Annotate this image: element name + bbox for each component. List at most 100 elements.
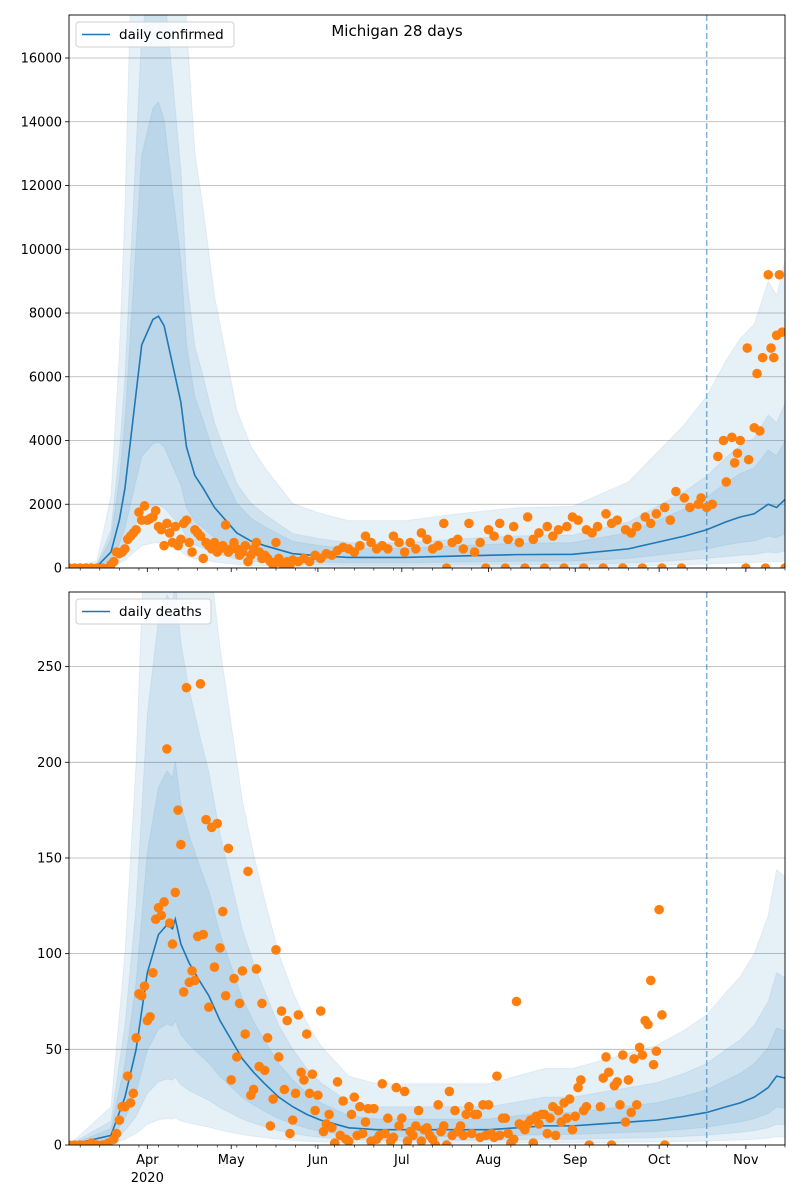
observed-point [360, 531, 371, 541]
observed-point [659, 1140, 670, 1145]
observed-point [626, 1107, 636, 1118]
observed-point [279, 1084, 290, 1095]
observed-point [542, 1128, 553, 1139]
observed-point [450, 1105, 460, 1116]
observed-point [349, 547, 360, 557]
observed-point [576, 1075, 586, 1085]
observed-point [198, 553, 209, 564]
observed-point [466, 1128, 477, 1139]
observed-point [494, 518, 505, 529]
observed-point [528, 1138, 539, 1145]
observed-point [162, 744, 172, 754]
observed-point [176, 534, 186, 545]
observed-point [251, 537, 262, 548]
observed-point [422, 1122, 432, 1133]
observed-point [257, 998, 267, 1009]
observed-point [411, 1121, 421, 1131]
observed-point [645, 518, 656, 529]
observed-point [483, 524, 494, 535]
observed-point [539, 563, 550, 568]
x-tick-label: Apr [136, 1153, 159, 1168]
y-tick-label: 10000 [21, 243, 62, 258]
observed-point [204, 1002, 214, 1013]
x-tick-label: Aug [476, 1153, 501, 1168]
observed-point [332, 1077, 343, 1087]
y-tick-label: 2000 [29, 498, 62, 513]
y-tick-label: 0 [54, 562, 62, 577]
observed-point [774, 269, 785, 280]
observed-point [472, 1109, 483, 1120]
observed-point [615, 1100, 625, 1110]
observed-point [441, 1140, 452, 1145]
y-tick-label: 150 [37, 851, 62, 866]
observed-point [304, 1088, 315, 1099]
observed-point [598, 563, 609, 568]
legend: daily deaths [75, 598, 212, 625]
observed-point [438, 518, 449, 529]
observed-point [195, 531, 206, 541]
observed-point [164, 918, 175, 928]
observed-point [223, 843, 234, 854]
y-tick-label: 12000 [21, 179, 62, 194]
observed-point [534, 1119, 544, 1129]
observed-point [567, 1124, 578, 1135]
observed-point [601, 509, 611, 519]
observed-point [128, 1088, 139, 1099]
x-tick-sublabel: 2020 [131, 1171, 164, 1186]
y-tick-label: 4000 [29, 434, 62, 449]
observed-point [159, 540, 169, 551]
observed-point [676, 563, 687, 568]
legend-label: daily confirmed [119, 27, 224, 43]
observed-point [131, 1033, 141, 1043]
y-tick-label: 100 [37, 947, 62, 962]
observed-point [234, 998, 245, 1009]
observed-point [573, 515, 583, 525]
observed-point [508, 521, 519, 532]
y-tick-label: 6000 [29, 370, 62, 385]
observed-point [755, 426, 765, 436]
observed-point [562, 521, 572, 532]
observed-point [766, 343, 776, 353]
observed-point [581, 1101, 592, 1112]
y-tick-label: 50 [45, 1043, 62, 1058]
observed-point [108, 556, 119, 567]
observed-point [651, 1046, 662, 1057]
observed-point [654, 904, 664, 915]
observed-point [355, 540, 365, 551]
observed-point [522, 512, 533, 522]
observed-point [612, 1077, 622, 1087]
observed-point [229, 973, 239, 984]
observed-point [315, 1006, 326, 1016]
legend-box [75, 598, 212, 625]
observed-point [461, 1109, 471, 1120]
observed-point [760, 563, 771, 568]
observed-point [181, 682, 192, 693]
observed-point [742, 343, 753, 353]
observed-point [562, 1113, 572, 1124]
observed-point [285, 1128, 295, 1139]
observed-point [178, 987, 189, 997]
observed-point [584, 1140, 595, 1145]
observed-point [592, 521, 603, 532]
observed-point [111, 1128, 122, 1139]
observed-point [159, 897, 169, 907]
observed-point [114, 1115, 125, 1125]
observed-point [329, 1138, 340, 1145]
observed-point [181, 515, 192, 525]
observed-point [120, 544, 130, 554]
observed-point [150, 505, 161, 516]
observed-point [769, 352, 779, 363]
observed-point [251, 964, 262, 974]
observed-point [422, 534, 432, 545]
observed-point [391, 1082, 402, 1093]
observed-point [290, 1088, 301, 1099]
observed-point [232, 1052, 242, 1062]
observed-point [416, 1136, 427, 1145]
observed-point [489, 531, 499, 541]
observed-point [125, 1098, 136, 1108]
observed-point [573, 1082, 583, 1093]
y-tick-label: 8000 [29, 307, 62, 322]
x-tick-label: May [218, 1153, 245, 1168]
observed-point [606, 1140, 617, 1145]
